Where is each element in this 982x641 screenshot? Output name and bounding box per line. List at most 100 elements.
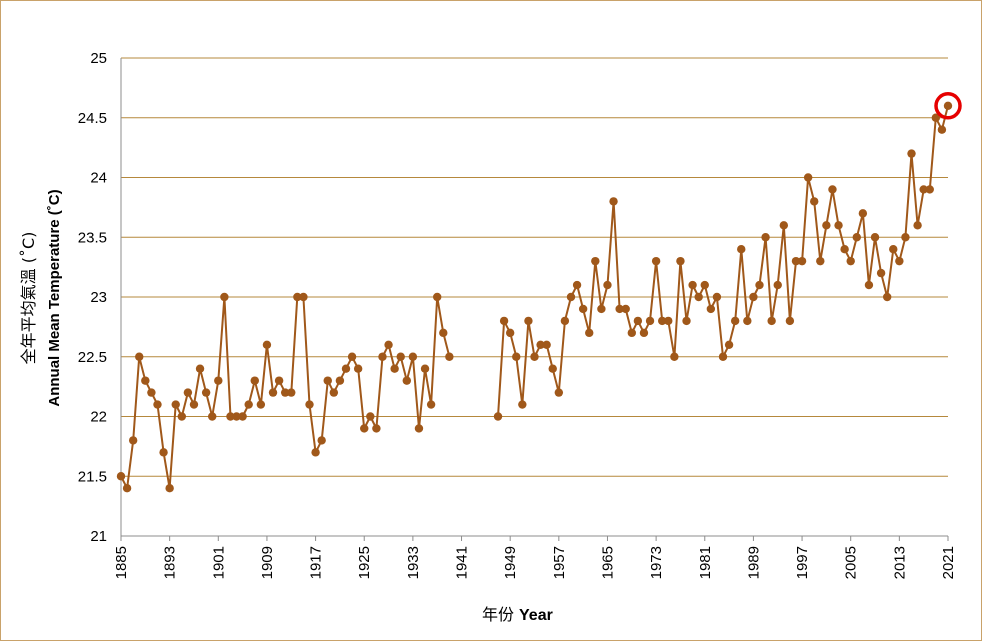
x-axis-label-en: Year — [519, 607, 553, 624]
data-point — [633, 316, 643, 326]
data-point — [651, 256, 661, 266]
data-point — [396, 352, 405, 361]
data-point — [943, 101, 953, 111]
y-tick-label: 21.5 — [78, 468, 107, 485]
data-point — [657, 316, 667, 326]
data-point — [214, 376, 223, 385]
data-point — [305, 400, 314, 409]
data-point — [761, 233, 770, 242]
data-point — [116, 472, 126, 481]
data-point — [536, 340, 545, 349]
data-point — [189, 400, 199, 409]
data-point — [846, 256, 855, 266]
data-point — [706, 304, 716, 314]
data-point — [548, 364, 557, 373]
data-point — [530, 352, 539, 361]
data-point — [670, 352, 679, 361]
x-tick-label: 2013 — [891, 546, 908, 579]
data-point — [372, 424, 381, 433]
data-point — [737, 245, 746, 254]
data-points — [116, 101, 953, 493]
x-tick-label: 1885 — [113, 546, 130, 579]
x-tick-label: 1981 — [697, 546, 714, 579]
data-point — [816, 256, 825, 266]
data-point — [347, 352, 357, 361]
data-point — [323, 376, 332, 385]
data-point — [512, 352, 521, 361]
data-point — [329, 388, 339, 397]
data-point — [749, 292, 758, 302]
data-point — [195, 364, 205, 373]
data-point — [177, 412, 187, 421]
x-tick-label: 1973 — [648, 546, 665, 579]
data-point — [572, 280, 582, 290]
data-point — [165, 484, 174, 493]
x-tick-labels: 1885 1893 1901 1909 1917 1925 1933 1941 1949 1957… — [113, 536, 957, 579]
data-point — [803, 173, 813, 182]
data-point — [779, 221, 789, 230]
data-point — [870, 233, 880, 242]
data-point — [554, 388, 564, 397]
data-point — [183, 388, 193, 397]
data-point — [293, 292, 302, 302]
data-point — [627, 328, 636, 338]
data-point — [797, 256, 807, 266]
data-point — [518, 400, 527, 409]
data-point — [597, 304, 606, 314]
data-point — [135, 352, 144, 361]
data-point — [834, 221, 843, 230]
data-point — [585, 328, 594, 338]
data-point — [499, 316, 509, 326]
data-point — [937, 125, 947, 134]
x-tick-label: 1925 — [356, 546, 373, 579]
data-point — [128, 436, 138, 445]
data-point — [341, 364, 351, 373]
data-point — [578, 304, 588, 314]
data-point — [822, 221, 831, 230]
data-point — [493, 412, 503, 421]
data-point — [426, 400, 436, 409]
x-tick-label: 1941 — [454, 546, 471, 579]
x-tick-label: 1901 — [210, 546, 227, 579]
data-point — [791, 256, 801, 266]
data-point — [907, 149, 916, 158]
data-point — [700, 280, 709, 290]
data-point — [159, 448, 168, 457]
data-point — [220, 292, 229, 302]
data-point — [153, 400, 162, 409]
data-point — [360, 424, 369, 433]
y-tick-label: 22 — [90, 409, 107, 426]
data-point — [810, 197, 819, 206]
x-tick-label: 1957 — [551, 546, 568, 579]
data-point — [274, 376, 284, 385]
data-point — [828, 185, 837, 194]
data-point — [560, 316, 570, 326]
data-point — [925, 185, 934, 194]
data-point — [232, 412, 241, 421]
data-point — [901, 233, 910, 242]
data-point — [591, 256, 600, 266]
data-point — [353, 364, 363, 373]
data-point — [664, 316, 673, 326]
data-point — [718, 352, 728, 361]
data-point — [889, 245, 898, 254]
data-point — [201, 388, 211, 397]
data-point — [335, 376, 345, 385]
y-tick-labels: 21 21.5 22 22.5 23 23.5 24 24.5 25 — [78, 50, 107, 545]
data-point — [141, 376, 150, 385]
data-point — [603, 280, 612, 290]
data-point — [609, 197, 618, 206]
data-point — [743, 316, 752, 326]
data-point — [876, 268, 886, 278]
data-point — [785, 316, 795, 326]
data-point — [505, 328, 515, 338]
data-point — [402, 376, 412, 385]
data-point — [317, 436, 326, 445]
x-tick-label: 1997 — [794, 546, 811, 579]
data-point — [645, 316, 655, 326]
data-point — [773, 280, 782, 290]
y-tick-label: 25 — [90, 50, 107, 67]
data-point — [390, 364, 399, 373]
data-point — [542, 340, 551, 349]
